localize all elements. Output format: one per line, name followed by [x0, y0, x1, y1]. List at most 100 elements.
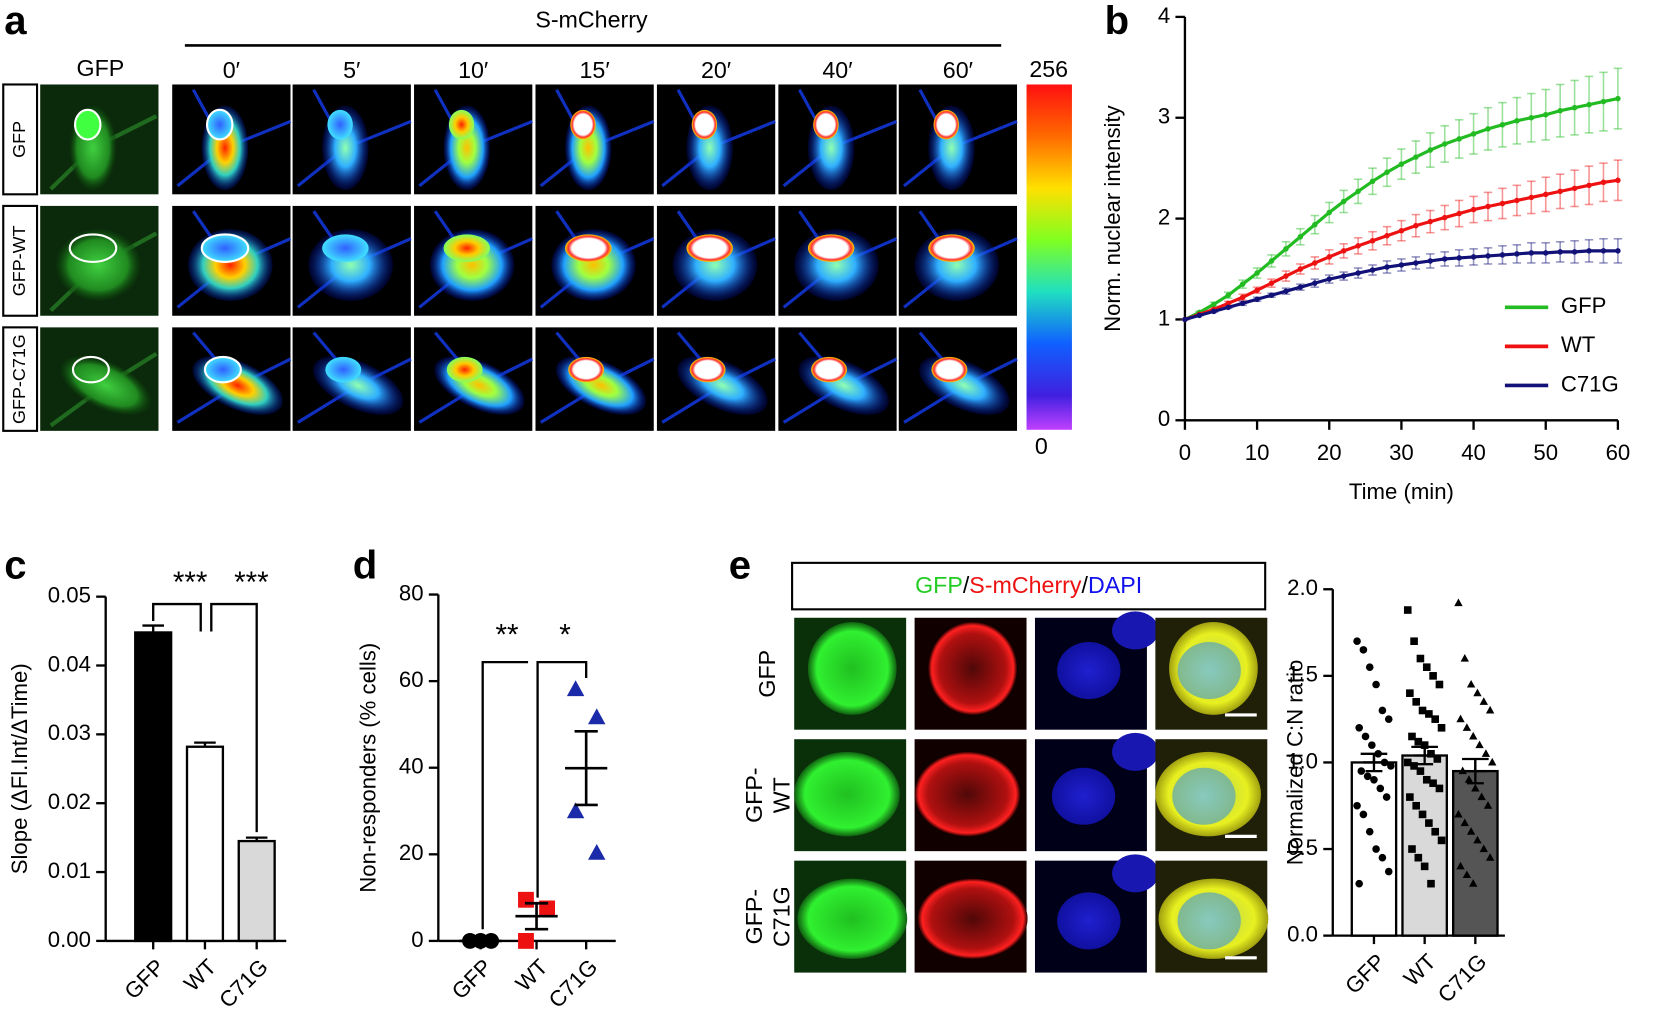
nucleus [691, 109, 718, 140]
panel-letter: c [4, 543, 26, 588]
point [1456, 861, 1465, 870]
point [1460, 653, 1469, 662]
nucleus [446, 356, 483, 383]
series-point [1499, 200, 1506, 207]
row-label: GFP-C71G [9, 334, 29, 424]
point [1466, 827, 1476, 835]
point [1412, 698, 1421, 706]
point [1406, 689, 1414, 697]
nucleus [1177, 892, 1241, 950]
series-point [1268, 258, 1275, 264]
stain-legend: GFP/S-mCherry/DAPI [915, 572, 1142, 598]
nucleus [322, 234, 369, 262]
nucleus [1112, 854, 1159, 893]
y-tick-label: 60 [399, 667, 424, 692]
panel-e-header: GFP/S-mCherry/DAPI [791, 561, 1267, 611]
series-point [1297, 234, 1304, 240]
series-point [1211, 301, 1217, 308]
point [1378, 706, 1387, 715]
y-tick-label: 20 [399, 840, 424, 865]
mcherry-image [778, 84, 898, 195]
marker-title: GFP [77, 55, 125, 81]
series-point [1600, 179, 1607, 186]
y-axis-title: Normalized C:N ratio [1283, 660, 1308, 866]
point [1384, 867, 1393, 876]
point [1427, 749, 1435, 758]
confocal-image [794, 739, 907, 852]
point [1464, 775, 1474, 783]
mcherry-image [656, 327, 776, 431]
point [1477, 792, 1486, 801]
significance: ** [495, 619, 518, 652]
series-point [1499, 122, 1506, 128]
error-bar [574, 730, 598, 807]
cell-body [60, 356, 151, 415]
series-point [1268, 280, 1275, 286]
series-point [1485, 126, 1491, 132]
panel-a-header: GFP S-mCherry 256 0 [77, 6, 1072, 459]
series-point [1427, 147, 1434, 153]
y-tick-label: 0.03 [48, 720, 91, 745]
series-point [1283, 246, 1289, 252]
point [1433, 755, 1442, 763]
series-point [1182, 316, 1188, 323]
legend-label: WT [1561, 332, 1596, 357]
point [1431, 715, 1440, 723]
point [1422, 775, 1431, 784]
panel-letter: a [4, 0, 27, 43]
series-point [1254, 296, 1260, 303]
series-line [1184, 97, 1619, 321]
point [1420, 741, 1429, 749]
point [1403, 758, 1412, 767]
nucleus [1177, 642, 1241, 700]
bar [237, 839, 276, 943]
mcherry-image [898, 84, 1018, 195]
series-point [1441, 256, 1448, 262]
stain: / [1082, 572, 1089, 598]
point [588, 708, 606, 725]
y-tick-label: 0.01 [48, 858, 91, 883]
point [1435, 680, 1444, 689]
point [1410, 637, 1418, 646]
point [1365, 827, 1374, 836]
point [1359, 646, 1368, 654]
series-line [1184, 178, 1619, 321]
series-point [1196, 312, 1203, 319]
y-tick-label: 2.0 [1287, 575, 1318, 600]
row-label-box [2, 204, 39, 317]
series-point [1225, 304, 1231, 311]
series-point [1239, 281, 1246, 287]
series-point [1470, 131, 1477, 137]
point [1437, 724, 1446, 732]
point [1378, 853, 1387, 862]
point [1408, 845, 1416, 853]
point [518, 932, 534, 949]
stain: GFP [915, 572, 963, 598]
nucleus [448, 109, 475, 140]
series-point [1355, 270, 1361, 276]
series-point [1254, 270, 1260, 276]
colorbar-min: 0 [1035, 433, 1048, 459]
series-point [1398, 227, 1405, 234]
gfp-image [40, 205, 159, 316]
x-tick-label: 60 [1606, 440, 1631, 465]
legend-label: C71G [1561, 371, 1619, 396]
series-point [1340, 198, 1347, 205]
nucleus-outline [68, 233, 118, 263]
nucleus [813, 109, 839, 140]
point [1481, 749, 1491, 757]
row-label-line: C71G [769, 886, 795, 947]
point [1473, 835, 1482, 844]
series-point [1456, 255, 1462, 261]
row-label-line: GFP [754, 650, 780, 698]
nucleus [1057, 642, 1121, 700]
point [1427, 879, 1435, 888]
error-bar [1464, 758, 1486, 785]
point [1414, 853, 1423, 862]
point [1416, 654, 1425, 663]
y-tick-label: 0.04 [48, 651, 91, 676]
x-tick-label: WT [511, 954, 553, 996]
mcherry-image [898, 205, 1018, 316]
series-point [1615, 95, 1621, 102]
